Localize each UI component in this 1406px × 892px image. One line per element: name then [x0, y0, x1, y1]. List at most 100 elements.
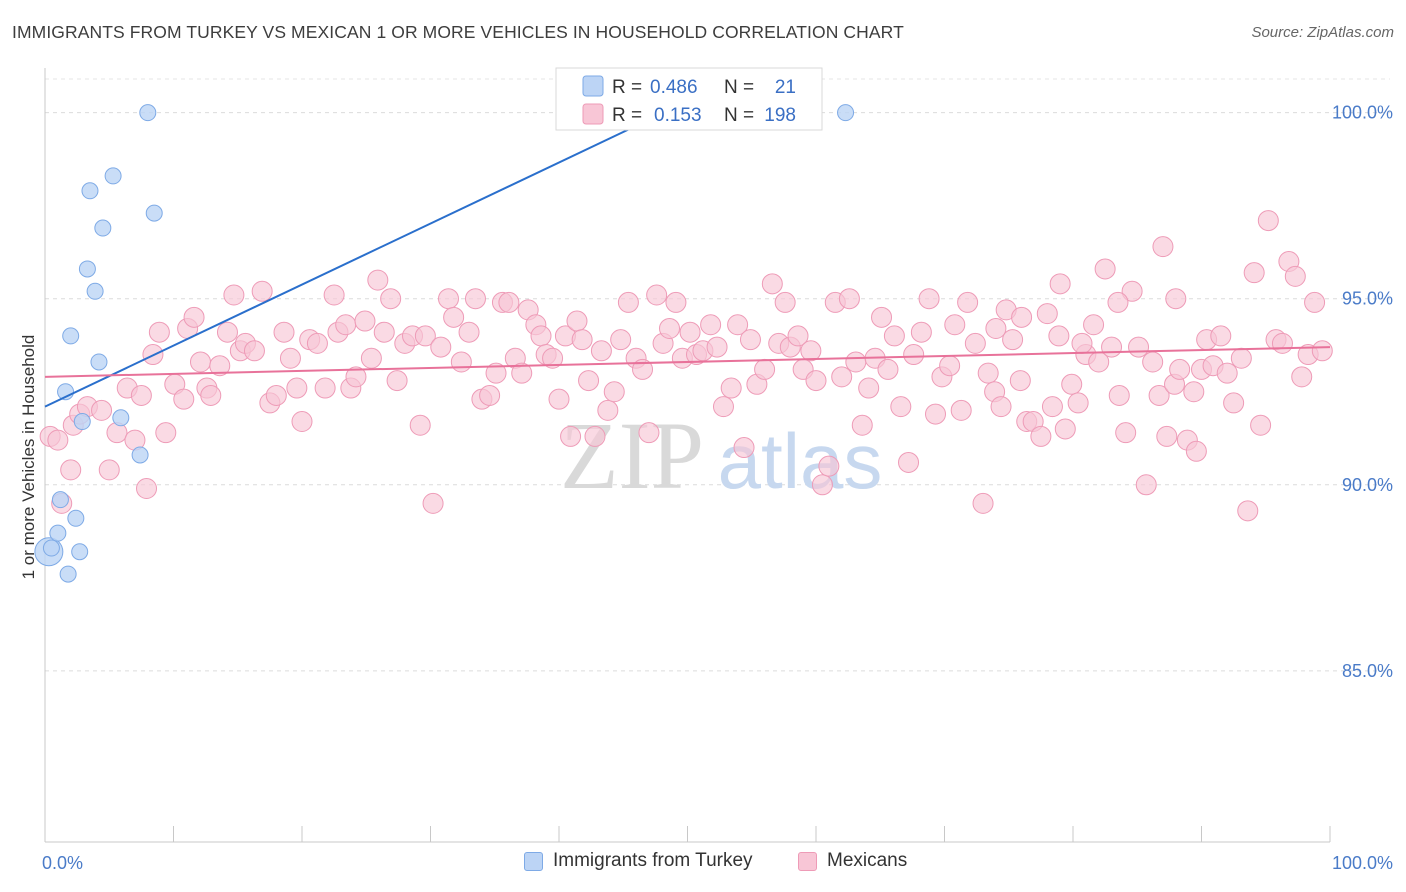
data-point-turkey — [131, 446, 149, 464]
data-point-turkey — [81, 182, 99, 200]
watermark-zip: ZIP — [560, 402, 704, 509]
axes — [44, 68, 1331, 843]
data-point-mexicans — [437, 288, 459, 310]
x-tick-label: 0.0% — [42, 853, 83, 873]
data-point-mexicans — [761, 273, 783, 295]
data-point-mexicans — [422, 492, 444, 514]
data-point-turkey — [49, 524, 67, 542]
data-point-mexicans — [479, 384, 501, 406]
data-point-mexicans — [279, 347, 301, 369]
data-point-mexicans — [578, 370, 600, 392]
data-point-mexicans — [360, 347, 382, 369]
data-point-mexicans — [1054, 418, 1076, 440]
data-point-mexicans — [818, 455, 840, 477]
data-point-mexicans — [977, 362, 999, 384]
data-point-mexicans — [60, 459, 82, 481]
data-point-turkey — [71, 543, 89, 561]
legend-n-value-2: 198 — [764, 105, 796, 126]
chart-title: IMMIGRANTS FROM TURKEY VS MEXICAN 1 OR M… — [12, 22, 904, 42]
data-point-mexicans — [706, 336, 728, 358]
data-point-mexicans — [990, 396, 1012, 418]
data-point-mexicans — [148, 321, 170, 343]
data-point-mexicans — [851, 414, 873, 436]
data-point-turkey — [42, 539, 60, 557]
data-point-mexicans — [733, 437, 755, 459]
data-point-mexicans — [1067, 392, 1089, 414]
data-point-mexicans — [805, 370, 827, 392]
legend-r-label-2: R = — [612, 105, 642, 126]
data-point-turkey — [139, 104, 157, 122]
data-point-mexicans — [548, 388, 570, 410]
data-point-mexicans — [566, 310, 588, 332]
data-point-mexicans — [189, 351, 211, 373]
data-point-mexicans — [286, 377, 308, 399]
data-point-mexicans — [209, 355, 231, 377]
data-point-mexicans — [1271, 332, 1293, 354]
data-point-mexicans — [1061, 373, 1083, 395]
data-point-mexicans — [1107, 291, 1129, 313]
data-point-mexicans — [200, 384, 222, 406]
legend-swatch-turkey — [582, 75, 604, 97]
data-point-mexicans — [831, 366, 853, 388]
data-point-mexicans — [910, 321, 932, 343]
data-point-mexicans — [1311, 340, 1333, 362]
data-point-mexicans — [530, 325, 552, 347]
legend-n-label-2: N = — [724, 105, 754, 126]
data-point-mexicans — [858, 377, 880, 399]
source-credit: Source: ZipAtlas.com — [1251, 24, 1394, 41]
data-point-mexicans — [273, 321, 295, 343]
data-point-mexicans — [386, 370, 408, 392]
data-point-mexicans — [700, 314, 722, 336]
data-point-mexicans — [511, 362, 533, 384]
legend-swatch-mexicans-bottom — [798, 851, 817, 871]
y-tick-label: 95.0% — [1342, 289, 1393, 309]
data-point-mexicans — [918, 288, 940, 310]
data-point-mexicans — [787, 325, 809, 347]
data-point-mexicans — [380, 288, 402, 310]
data-point-mexicans — [306, 332, 328, 354]
data-point-turkey — [94, 219, 112, 237]
data-point-mexicans — [1237, 500, 1259, 522]
data-point-mexicans — [1041, 396, 1063, 418]
data-point-mexicans — [335, 314, 357, 336]
data-point-mexicans — [1108, 384, 1130, 406]
data-point-mexicans — [1185, 440, 1207, 462]
data-point-mexicans — [871, 306, 893, 328]
x-tick-label: 100.0% — [1332, 853, 1393, 873]
data-point-mexicans — [1250, 414, 1272, 436]
data-point-mexicans — [265, 384, 287, 406]
data-point-mexicans — [1304, 291, 1326, 313]
data-point-mexicans — [1216, 362, 1238, 384]
data-point-mexicans — [450, 351, 472, 373]
data-point-mexicans — [1165, 288, 1187, 310]
data-point-mexicans — [739, 329, 761, 351]
data-point-mexicans — [1243, 262, 1265, 284]
data-point-mexicans — [1071, 332, 1093, 354]
data-point-mexicans — [720, 377, 742, 399]
data-point-turkey — [78, 260, 96, 278]
data-point-turkey — [51, 491, 69, 509]
legend-n-label-1: N = — [724, 77, 754, 98]
data-point-mexicans — [985, 317, 1007, 339]
legend-item-turkey: Immigrants from Turkey — [524, 850, 753, 872]
data-point-mexicans — [323, 284, 345, 306]
data-point-mexicans — [458, 321, 480, 343]
data-point-mexicans — [1210, 325, 1232, 347]
data-point-mexicans — [845, 351, 867, 373]
data-point-mexicans — [800, 340, 822, 362]
data-point-mexicans — [183, 306, 205, 328]
data-point-mexicans — [665, 291, 687, 313]
legend-item-mexicans: Mexicans — [798, 850, 907, 872]
data-point-mexicans — [243, 340, 265, 362]
data-point-turkey — [73, 413, 91, 431]
data-point-mexicans — [1152, 236, 1174, 258]
data-point-mexicans — [610, 329, 632, 351]
data-point-mexicans — [443, 306, 465, 328]
data-point-mexicans — [173, 388, 195, 410]
y-tick-label: 100.0% — [1332, 103, 1393, 123]
data-point-mexicans — [251, 280, 273, 302]
data-point-mexicans — [883, 325, 905, 347]
legend-r-value-2: 0.153 — [654, 105, 702, 126]
data-point-mexicans — [1101, 336, 1123, 358]
